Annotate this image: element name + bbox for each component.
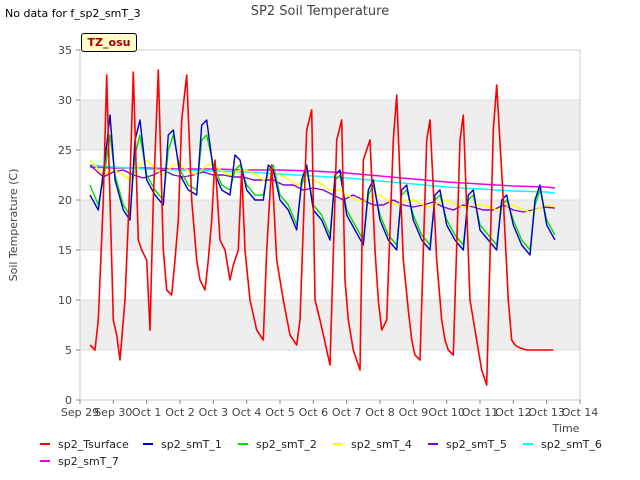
x-tick-label: Oct 12 — [495, 406, 532, 419]
x-tick-label: Oct 1 — [132, 406, 162, 419]
x-tick-label: Oct 10 — [428, 406, 465, 419]
legend-label: sp2_smT_2 — [256, 438, 317, 451]
series-line-sp2_smT_7 — [89, 166, 556, 189]
x-tick-label: Oct 11 — [462, 406, 499, 419]
x-tick-label: Oct 2 — [165, 406, 195, 419]
legend-label: sp2_smT_7 — [58, 455, 119, 468]
x-tick-label: Oct 8 — [365, 406, 395, 419]
y-tick-label: 0 — [65, 394, 72, 407]
plot-frame — [79, 49, 581, 401]
y-tick-label: 35 — [58, 44, 72, 57]
x-tick-label: Sep 29 — [61, 406, 99, 419]
legend-label: sp2_Tsurface — [58, 438, 129, 451]
legend-label: sp2_smT_5 — [446, 438, 507, 451]
x-tick-label: Oct 9 — [399, 406, 429, 419]
timezone-badge: TZ_osu — [81, 33, 137, 52]
y-tick-label: 20 — [58, 194, 72, 207]
chart-title: SP2 Soil Temperature — [251, 4, 389, 19]
x-axis-label: Time — [552, 422, 580, 435]
series-line-sp2_Tsurface — [89, 69, 554, 386]
legend-label: sp2_smT_6 — [541, 438, 602, 451]
series-lines — [89, 69, 556, 386]
background-band — [80, 100, 580, 150]
x-tick-label: Oct 14 — [562, 406, 599, 419]
series-line-sp2_smT_6 — [89, 164, 556, 194]
y-tick-label: 25 — [58, 144, 72, 157]
legend-label: sp2_smT_4 — [351, 438, 412, 451]
no-data-note: No data for f_sp2_smT_3 — [5, 7, 141, 20]
y-tick-label: 15 — [58, 244, 72, 257]
series-line-sp2_smT_4 — [89, 159, 556, 213]
y-axis-label: Soil Temperature (C) — [7, 169, 20, 282]
y-tick-label: 30 — [58, 94, 72, 107]
x-tick-label: Oct 3 — [199, 406, 229, 419]
y-tick-label: 10 — [58, 294, 72, 307]
x-tick-label: Sep 30 — [94, 406, 132, 419]
legend: sp2_Tsurface sp2_smT_1 sp2_smT_2 sp2_smT_4 s… — [40, 438, 602, 468]
x-tick-label: Oct 4 — [232, 406, 262, 419]
legend-label: sp2_smT_1 — [161, 438, 222, 451]
x-tick-label: Oct 5 — [265, 406, 295, 419]
x-tick-label: Oct 6 — [299, 406, 329, 419]
x-tick-label: Oct 7 — [332, 406, 362, 419]
y-tick-label: 5 — [65, 344, 72, 357]
x-tick-label: Oct 13 — [528, 406, 565, 419]
y-axis-ticks: 0 5 10 15 20 25 30 35 — [58, 44, 80, 407]
series-line-sp2_smT_1 — [89, 114, 556, 256]
